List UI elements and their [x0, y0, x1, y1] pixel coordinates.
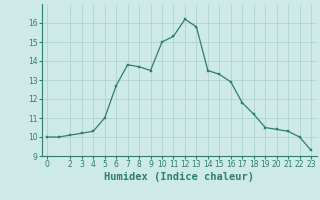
X-axis label: Humidex (Indice chaleur): Humidex (Indice chaleur) [104, 172, 254, 182]
